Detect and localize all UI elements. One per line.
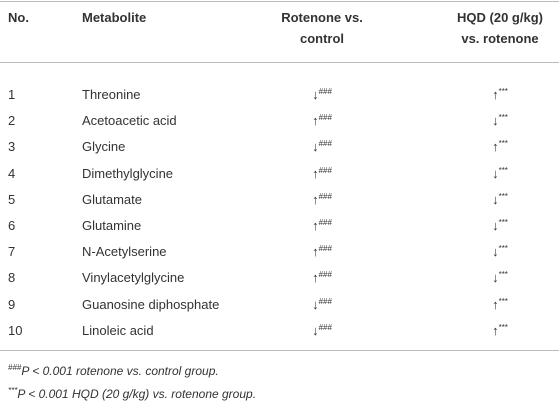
metabolite: N-Acetylserine <box>82 244 167 260</box>
significance: ### <box>318 139 332 149</box>
arrow: ↓ <box>492 218 499 233</box>
change-cell: ↓*** <box>492 270 508 286</box>
header-cell: No. <box>8 10 29 25</box>
change-cell: ↓*** <box>492 192 508 208</box>
arrow: ↓ <box>312 296 319 312</box>
arrow: ↓ <box>492 113 499 129</box>
arrow: ↑ <box>492 87 499 102</box>
significance: *** <box>498 113 508 123</box>
header-cell: HQD (20 g/kg) <box>457 10 543 25</box>
significance: ### <box>318 113 332 123</box>
significance: ### <box>318 322 332 332</box>
footnote-mark: *** <box>8 386 18 395</box>
row-number: 9 <box>8 296 16 312</box>
significance: ### <box>318 218 332 227</box>
change-cell: ↑### <box>312 270 332 286</box>
arrow: ↑ <box>312 165 319 181</box>
header-rule <box>0 62 559 63</box>
arrow: ↓ <box>492 191 499 207</box>
arrow: ↓ <box>492 270 499 286</box>
metabolite: Guanosine diphosphate <box>82 296 220 312</box>
change-cell: ↑### <box>312 113 332 129</box>
change-cell: ↓*** <box>492 244 508 260</box>
change-cell: ↓*** <box>492 166 508 182</box>
header-cell: Metabolite <box>82 10 147 25</box>
arrow: ↓ <box>492 165 499 181</box>
row-number: 5 <box>8 191 16 207</box>
arrow: ↑ <box>492 296 499 312</box>
footnote-mark: ### <box>8 363 22 372</box>
arrow: ↑ <box>312 218 319 233</box>
significance: ### <box>318 87 332 96</box>
footnote-text: P < 0.001 HQD (20 g/kg) vs. rotenone gro… <box>17 387 257 401</box>
change-cell: ↑*** <box>492 323 508 339</box>
row-number: 2 <box>8 113 16 129</box>
footnote: ###P < 0.001 rotenone vs. control group. <box>8 363 219 379</box>
significance: *** <box>498 270 508 280</box>
significance: *** <box>498 296 508 306</box>
change-cell: ↓### <box>312 87 332 103</box>
significance: ### <box>318 244 332 254</box>
arrow: ↓ <box>312 322 319 338</box>
metabolite: Dimethylglycine <box>82 165 174 181</box>
significance: *** <box>498 191 508 201</box>
significance: ### <box>318 296 332 306</box>
significance: *** <box>498 218 508 227</box>
row-number: 1 <box>8 87 16 102</box>
change-cell: ↑### <box>312 192 332 208</box>
arrow: ↑ <box>492 139 499 155</box>
row-number: 4 <box>8 165 16 181</box>
arrow: ↑ <box>312 113 319 129</box>
footnote: ***P < 0.001 HQD (20 g/kg) vs. rotenone … <box>8 386 257 402</box>
top-rule <box>0 1 559 2</box>
row-number: 3 <box>8 139 16 155</box>
arrow: ↓ <box>492 244 499 260</box>
row-number: 7 <box>8 244 16 260</box>
significance: ### <box>318 191 332 201</box>
change-cell: ↑### <box>312 218 332 234</box>
row-number: 8 <box>8 270 16 286</box>
metabolite: Glutamate <box>82 191 142 207</box>
metabolite: Glutamine <box>82 218 142 233</box>
change-cell: ↑### <box>312 244 332 260</box>
metabolite: Vinylacetylglycine <box>82 270 185 286</box>
footnote-text: P < 0.001 rotenone vs. control group. <box>21 364 219 378</box>
change-cell: ↑*** <box>492 87 508 103</box>
change-cell: ↑### <box>312 166 332 182</box>
bottom-rule <box>0 350 559 351</box>
change-cell: ↓### <box>312 297 332 313</box>
change-cell: ↓*** <box>492 113 508 129</box>
significance: *** <box>498 165 508 175</box>
header-cell: control <box>299 31 345 46</box>
metabolite: Glycine <box>82 139 126 155</box>
header-cell: vs. rotenone <box>461 31 539 46</box>
significance: *** <box>498 139 508 149</box>
significance: *** <box>498 322 508 332</box>
change-cell: ↑*** <box>492 297 508 313</box>
change-cell: ↓*** <box>492 218 508 234</box>
arrow: ↓ <box>312 139 319 155</box>
metabolite: Acetoacetic acid <box>82 113 177 129</box>
arrow: ↑ <box>312 191 319 207</box>
arrow: ↑ <box>312 244 319 260</box>
arrow: ↓ <box>312 87 319 102</box>
arrow: ↑ <box>312 270 319 286</box>
significance: *** <box>498 87 508 96</box>
change-cell: ↑*** <box>492 139 508 155</box>
significance: ### <box>318 165 332 175</box>
row-number: 6 <box>8 218 16 233</box>
metabolite: Threonine <box>82 87 141 102</box>
significance: *** <box>498 244 508 254</box>
arrow: ↑ <box>492 322 499 338</box>
header-cell: Rotenone vs. <box>281 10 363 25</box>
row-number: 10 <box>8 322 23 338</box>
change-cell: ↓### <box>312 139 332 155</box>
significance: ### <box>318 270 332 280</box>
metabolite: Linoleic acid <box>82 322 154 338</box>
change-cell: ↓### <box>312 323 332 339</box>
